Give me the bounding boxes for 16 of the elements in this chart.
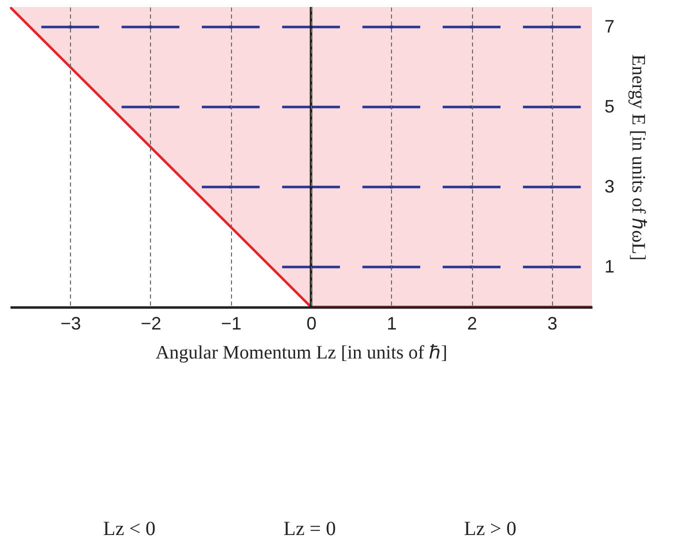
- x-tick-label: −2: [140, 314, 162, 334]
- x-tick-label: 3: [547, 314, 558, 334]
- x-tick-label: −3: [60, 314, 81, 334]
- y-axis-title: Energy E [in units of ℏωL]: [628, 54, 649, 261]
- text: Lz = 0: [284, 518, 336, 540]
- text: Lz < 0: [103, 518, 156, 540]
- y-tick-label: 5: [604, 96, 615, 116]
- text: Lz > 0: [464, 518, 516, 540]
- x-tick-label: 2: [467, 314, 478, 334]
- x-tick-label: 0: [306, 314, 317, 334]
- x-tick-label: −1: [220, 314, 242, 334]
- y-tick-label: 7: [604, 16, 615, 36]
- y-tick-label: 3: [604, 176, 615, 196]
- x-axis-title: Angular Momentum Lz [in units of ℏ]: [156, 342, 448, 364]
- x-tick-label: 1: [386, 314, 397, 334]
- y-tick-label: 1: [604, 256, 615, 276]
